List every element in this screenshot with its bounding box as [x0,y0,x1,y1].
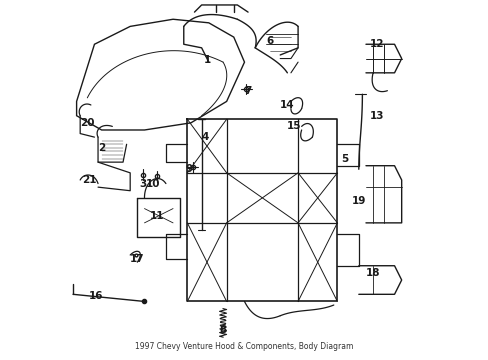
Text: 20: 20 [80,118,94,128]
Text: 6: 6 [265,36,273,46]
Text: 11: 11 [149,211,164,221]
Text: 14: 14 [280,100,294,110]
Text: 5: 5 [340,154,347,163]
Text: 7: 7 [244,86,251,96]
Text: 17: 17 [130,253,144,264]
Text: 13: 13 [368,111,383,121]
Text: 4: 4 [201,132,208,142]
Text: 2: 2 [98,143,105,153]
Text: 18: 18 [365,268,380,278]
Text: 12: 12 [368,39,383,49]
Text: 15: 15 [286,121,301,131]
Text: 9: 9 [185,164,192,174]
Text: 1997 Chevy Venture Hood & Components, Body Diagram: 1997 Chevy Venture Hood & Components, Bo… [135,342,353,351]
Text: 1: 1 [203,55,210,65]
Text: 3: 3 [139,179,146,189]
Text: 8: 8 [219,325,226,335]
Text: 10: 10 [146,179,161,189]
Text: 16: 16 [89,291,103,301]
Text: 21: 21 [81,175,96,185]
Text: 19: 19 [351,197,365,206]
